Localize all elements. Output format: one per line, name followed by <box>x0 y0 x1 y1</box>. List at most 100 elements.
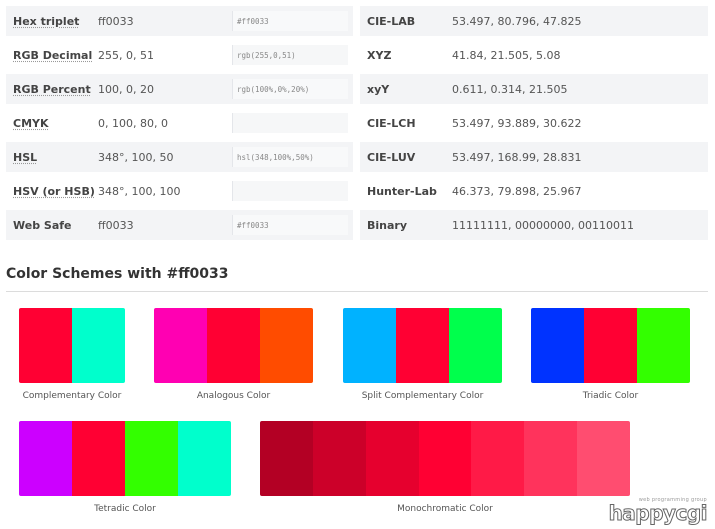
color-swatch[interactable] <box>418 421 472 496</box>
css-code-preview[interactable] <box>232 181 348 201</box>
color-format-label: RGB Decimal <box>6 49 98 62</box>
color-schemes-heading: Color Schemes with #ff0033 <box>6 266 708 292</box>
color-format-label-text: HSL <box>13 150 38 164</box>
color-space-value: 46.373, 79.898, 25.967 <box>452 184 582 198</box>
color-swatch[interactable] <box>72 421 125 496</box>
color-scheme-caption: Tetradic Color <box>94 504 156 514</box>
color-swatch[interactable] <box>471 421 525 496</box>
color-swatch[interactable] <box>19 421 72 496</box>
color-scheme-monochromatic-color: Monochromatic Color <box>260 421 630 514</box>
color-format-label: CMYK <box>6 117 98 130</box>
color-values-left-table: Hex triplet ff0033 #ff0033 RGB Decimal 255, … <box>6 6 353 244</box>
color-format-value: ff0033 <box>98 218 134 232</box>
color-format-label-text: RGB Percent <box>13 82 91 96</box>
color-value-row: Hex triplet ff0033 #ff0033 <box>6 6 353 36</box>
color-format-label-text: Hex triplet <box>13 14 80 28</box>
color-swatch[interactable] <box>19 308 72 383</box>
watermark-tagline: web programming group <box>638 497 707 503</box>
color-format-label: HSL <box>6 151 98 164</box>
color-space-label: CIE-LCH <box>367 116 416 130</box>
color-swatch[interactable] <box>154 308 207 383</box>
color-swatch-strip <box>343 308 502 383</box>
color-space-label: CIE-LAB <box>367 14 416 28</box>
color-value-row: Web Safe ff0033 #ff0033 <box>6 210 353 240</box>
color-scheme-caption: Monochromatic Color <box>397 504 493 514</box>
color-scheme-split-complementary-color: Split Complementary Color <box>343 308 502 401</box>
color-format-label: Web Safe <box>6 219 98 232</box>
color-space-label: xyY <box>367 82 390 96</box>
color-format-value: 0, 100, 80, 0 <box>98 116 168 130</box>
css-code-preview[interactable]: rgb(100%,0%,20%) <box>232 79 348 99</box>
color-space-value: 53.497, 168.99, 28.831 <box>452 150 582 164</box>
color-space-label: Binary <box>367 218 408 232</box>
color-format-value: 100, 0, 20 <box>98 82 154 96</box>
css-code-preview[interactable]: rgb(255,0,51) <box>232 45 348 65</box>
color-scheme-tetradic-color: Tetradic Color <box>19 421 231 514</box>
css-code-preview[interactable]: #ff0033 <box>232 215 348 235</box>
color-format-value: 348°, 100, 50 <box>98 150 174 164</box>
color-scheme-triadic-color: Triadic Color <box>531 308 690 401</box>
color-swatch[interactable] <box>365 421 419 496</box>
color-swatch-strip <box>260 421 630 496</box>
color-format-value: ff0033 <box>98 14 134 28</box>
color-format-value: 255, 0, 51 <box>98 48 154 62</box>
color-space-label: CIE-LUV <box>367 150 416 164</box>
color-scheme-analogous-color: Analogous Color <box>154 308 313 401</box>
color-swatch[interactable] <box>260 308 313 383</box>
color-space-label: XYZ <box>367 48 392 62</box>
happycgi-watermark-logo: web programming group happycgi <box>608 497 708 525</box>
watermark-brand: happycgi <box>608 501 708 525</box>
color-scheme-complementary-color: Complementary Color <box>19 308 125 401</box>
color-swatch[interactable] <box>449 308 502 383</box>
color-space-value: 53.497, 80.796, 47.825 <box>452 14 582 28</box>
color-swatch[interactable] <box>125 421 178 496</box>
color-swatch[interactable] <box>72 308 125 383</box>
color-swatch[interactable] <box>260 421 313 496</box>
color-swatch-strip <box>531 308 690 383</box>
color-swatch[interactable] <box>343 308 396 383</box>
color-format-label-text: HSV (or HSB) <box>13 184 95 198</box>
css-code-preview[interactable]: #ff0033 <box>232 11 348 31</box>
color-format-label: Hex triplet <box>6 15 98 28</box>
color-swatch[interactable] <box>396 308 449 383</box>
color-format-value: 348°, 100, 100 <box>98 184 181 198</box>
color-format-label-text: RGB Decimal <box>13 48 93 62</box>
color-scheme-caption: Split Complementary Color <box>361 391 484 401</box>
color-swatch[interactable] <box>207 308 260 383</box>
color-swatch[interactable] <box>531 308 584 383</box>
color-space-value: 41.84, 21.505, 5.08 <box>452 48 561 62</box>
color-value-row: XYZ 41.84, 21.505, 5.08 <box>360 40 708 70</box>
color-swatch[interactable] <box>524 421 578 496</box>
color-scheme-caption: Complementary Color <box>22 391 122 401</box>
color-format-label: RGB Percent <box>6 83 98 96</box>
color-space-value: 0.611, 0.314, 21.505 <box>452 82 568 96</box>
color-swatch-strip <box>154 308 313 383</box>
color-value-row: Hunter-Lab 46.373, 79.898, 25.967 <box>360 176 708 206</box>
css-code-preview[interactable]: hsl(348,100%,50%) <box>232 147 348 167</box>
color-space-label: Hunter-Lab <box>367 184 437 198</box>
color-value-row: RGB Decimal 255, 0, 51 rgb(255,0,51) <box>6 40 353 70</box>
color-format-label-text: Web Safe <box>13 218 72 232</box>
color-value-row: RGB Percent 100, 0, 20 rgb(100%,0%,20%) <box>6 74 353 104</box>
color-value-row: HSL 348°, 100, 50 hsl(348,100%,50%) <box>6 142 353 172</box>
color-values-right-table: CIE-LAB 53.497, 80.796, 47.825 XYZ 41.84, 2… <box>360 6 708 244</box>
css-code-preview[interactable] <box>232 113 348 133</box>
color-value-row: CIE-LAB 53.497, 80.796, 47.825 <box>360 6 708 36</box>
color-swatch[interactable] <box>637 308 690 383</box>
color-swatch[interactable] <box>312 421 366 496</box>
color-format-label-text: CMYK <box>13 116 49 130</box>
color-format-label: HSV (or HSB) <box>6 185 98 198</box>
color-space-value: 53.497, 93.889, 30.622 <box>452 116 582 130</box>
color-scheme-caption: Triadic Color <box>582 391 639 401</box>
color-swatch[interactable] <box>577 421 630 496</box>
color-scheme-caption: Analogous Color <box>196 391 271 401</box>
color-value-row: CIE-LUV 53.497, 168.99, 28.831 <box>360 142 708 172</box>
color-value-row: Binary 11111111, 00000000, 00110011 <box>360 210 708 240</box>
color-space-value: 11111111, 00000000, 00110011 <box>452 218 634 232</box>
color-value-row: xyY 0.611, 0.314, 21.505 <box>360 74 708 104</box>
color-swatch[interactable] <box>178 421 231 496</box>
color-value-row: HSV (or HSB) 348°, 100, 100 <box>6 176 353 206</box>
color-swatch-strip <box>19 308 125 383</box>
color-value-row: CIE-LCH 53.497, 93.889, 30.622 <box>360 108 708 138</box>
color-swatch[interactable] <box>584 308 637 383</box>
